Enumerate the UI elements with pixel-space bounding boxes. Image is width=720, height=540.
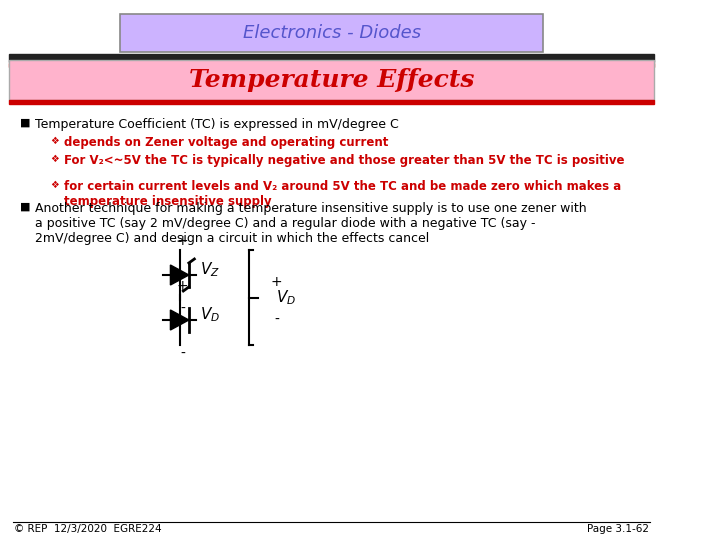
Text: ■: ■	[20, 118, 31, 128]
Text: Electronics - Diodes: Electronics - Diodes	[243, 24, 420, 42]
Text: $V_D$: $V_D$	[276, 288, 297, 307]
Bar	[9, 54, 654, 62]
Text: ❖: ❖	[50, 180, 60, 190]
Text: © REP  12/3/2020  EGRE224: © REP 12/3/2020 EGRE224	[14, 524, 161, 534]
Text: ❖: ❖	[50, 136, 60, 146]
Text: Page 3.1-62: Page 3.1-62	[588, 524, 649, 534]
Text: depends on Zener voltage and operating current: depends on Zener voltage and operating c…	[65, 136, 389, 149]
Text: +: +	[176, 279, 188, 293]
Text: ❖: ❖	[50, 154, 60, 164]
Text: +: +	[176, 234, 188, 248]
Bar	[9, 100, 654, 104]
Text: Another technique for making a temperature insensitive supply is to use one zene: Another technique for making a temperatu…	[35, 202, 587, 245]
Text: Temperature Coefficient (TC) is expressed in mV/degree C: Temperature Coefficient (TC) is expresse…	[35, 118, 399, 131]
Text: -: -	[180, 302, 185, 316]
FancyBboxPatch shape	[120, 14, 544, 52]
Polygon shape	[171, 310, 189, 330]
Text: -: -	[180, 347, 185, 361]
Text: +: +	[271, 275, 282, 289]
Polygon shape	[171, 265, 189, 285]
Text: $V_Z$: $V_Z$	[200, 261, 220, 279]
Text: Temperature Effects: Temperature Effects	[189, 68, 474, 92]
Text: for certain current levels and V₂ around 5V the TC and be made zero which makes : for certain current levels and V₂ around…	[65, 180, 622, 208]
Text: -: -	[274, 313, 279, 327]
FancyBboxPatch shape	[9, 60, 654, 100]
Text: $V_D$: $V_D$	[200, 306, 220, 325]
Text: For V₂<~5V the TC is typically negative and those greater than 5V the TC is posi: For V₂<~5V the TC is typically negative …	[65, 154, 625, 167]
Text: ■: ■	[20, 202, 31, 212]
Bar	[9, 63, 654, 67]
